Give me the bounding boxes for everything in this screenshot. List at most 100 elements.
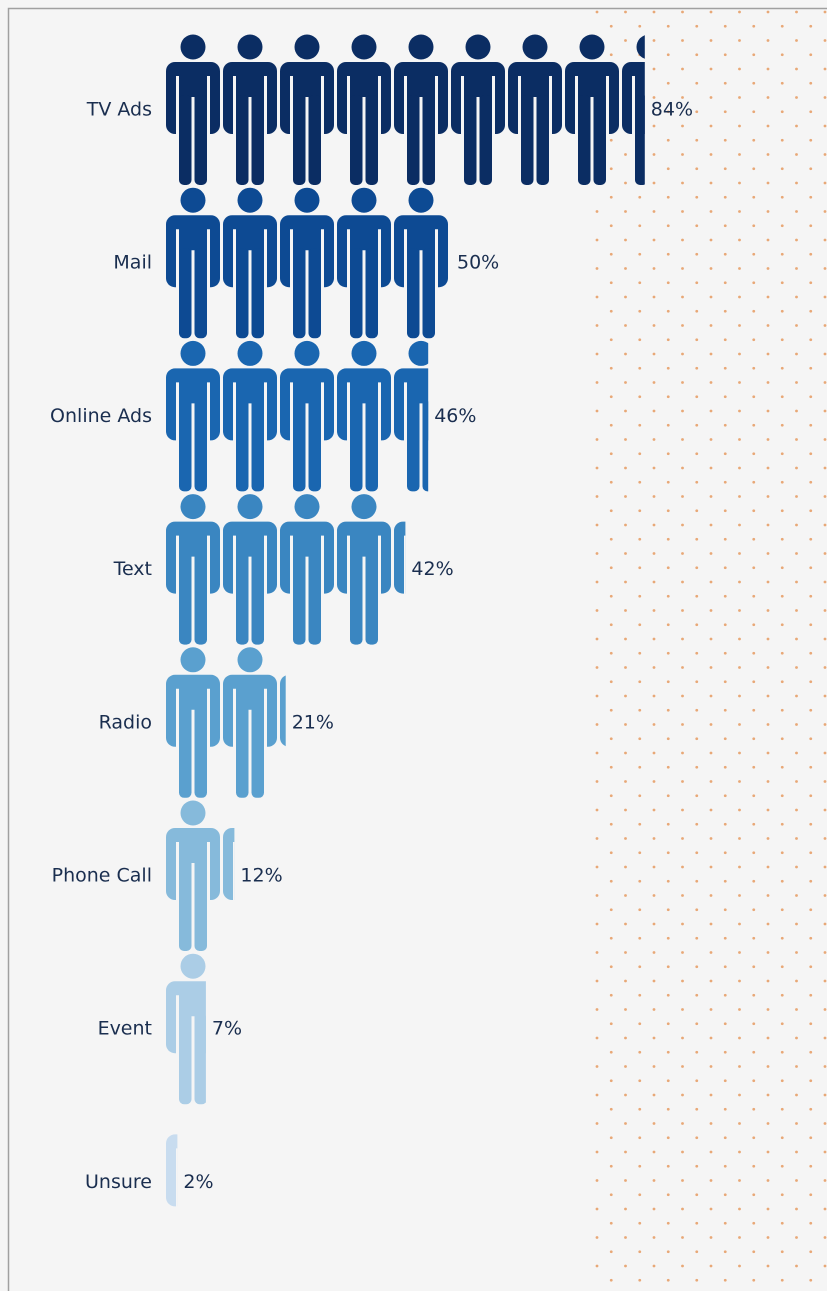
icon-leg	[236, 401, 249, 492]
icon-leg	[407, 401, 420, 492]
icon-leg	[407, 95, 420, 185]
icon-body	[280, 675, 286, 747]
icon-leg	[308, 248, 321, 339]
icon-leg	[350, 554, 363, 645]
icon-leg	[179, 861, 192, 951]
icon-leg	[293, 401, 306, 492]
icon-leg	[194, 95, 207, 185]
icon-leg	[236, 554, 249, 645]
icon-leg	[479, 95, 492, 185]
icon-leg	[464, 95, 477, 185]
icon-body	[166, 1134, 178, 1207]
icon-leg	[521, 95, 534, 185]
value-label: 2%	[183, 1171, 213, 1193]
value-label: 12%	[240, 865, 282, 887]
icon-leg	[179, 248, 192, 339]
icon-body	[394, 521, 406, 594]
icon-leg	[365, 95, 378, 185]
icon-head	[180, 340, 206, 366]
icon-leg	[251, 95, 264, 185]
icon-head	[579, 34, 605, 60]
icon-head	[408, 187, 434, 213]
icon-head	[180, 953, 206, 979]
icon-leg	[308, 554, 321, 645]
icon-leg	[179, 95, 192, 185]
icon-leg	[593, 95, 606, 185]
icon-head	[294, 34, 320, 60]
icon-leg	[578, 95, 591, 185]
icon-leg	[365, 554, 378, 645]
dot-pattern	[592, 8, 827, 1291]
frame	[7, 7, 827, 1291]
icon-head	[180, 494, 206, 520]
icon-leg	[194, 707, 207, 798]
value-label: 42%	[411, 558, 453, 580]
icon-leg	[236, 707, 249, 798]
category-label: Text	[113, 558, 152, 580]
category-label: Mail	[113, 252, 152, 274]
value-label: 46%	[434, 405, 476, 427]
icon-leg	[536, 95, 549, 185]
icon-leg	[365, 248, 378, 339]
icon-head	[351, 494, 377, 520]
icon-head	[465, 34, 491, 60]
icon-leg	[251, 554, 264, 645]
icon-leg	[179, 401, 192, 492]
icon-leg	[365, 401, 378, 492]
category-label: TV Ads	[86, 99, 152, 121]
pictogram-bar	[166, 34, 645, 185]
icon-leg	[422, 95, 435, 185]
icon-leg	[179, 707, 192, 798]
category-label: Online Ads	[50, 405, 152, 427]
icon-head	[237, 494, 263, 520]
pictogram-bar	[166, 494, 406, 645]
pictogram-bar	[166, 340, 429, 492]
icon-leg	[194, 401, 207, 492]
icon-head	[351, 34, 377, 60]
pictogram-bar	[166, 800, 235, 951]
pictogram-bar	[166, 647, 286, 798]
icon-leg	[236, 248, 249, 339]
icon-leg	[635, 95, 645, 185]
icon-head	[408, 340, 429, 366]
category-label: Event	[98, 1018, 152, 1040]
icon-head	[180, 800, 206, 826]
icon-head	[237, 34, 263, 60]
icon-leg	[251, 401, 264, 492]
icon-body	[223, 828, 235, 900]
icon-leg	[350, 95, 363, 185]
icon-head	[180, 187, 206, 213]
pictogram-bar	[166, 187, 448, 339]
icon-leg	[179, 554, 192, 645]
category-label: Radio	[99, 711, 152, 733]
icon-head	[351, 187, 377, 213]
icon-leg	[293, 95, 306, 185]
icon-head	[351, 340, 377, 366]
value-label: 84%	[651, 99, 693, 121]
icon-leg	[194, 248, 207, 339]
icon-head	[237, 187, 263, 213]
icon-leg	[350, 401, 363, 492]
icon-leg	[251, 248, 264, 339]
icon-leg	[293, 554, 306, 645]
value-label: 50%	[457, 252, 499, 274]
icon-leg	[308, 95, 321, 185]
icon-head	[408, 34, 434, 60]
category-label: Phone Call	[52, 865, 152, 887]
icon-head	[180, 34, 206, 60]
pictogram-bar	[166, 1134, 178, 1208]
rows: TV Ads 84% Mail 50% Online Ads 46% Text 42% Radi…	[50, 34, 693, 1208]
icon-head	[294, 187, 320, 213]
icon-leg	[350, 248, 363, 339]
category-label: Unsure	[85, 1171, 152, 1193]
icon-leg	[251, 707, 264, 798]
icon-head	[237, 647, 263, 673]
icon-head	[237, 340, 263, 366]
value-label: 7%	[212, 1018, 242, 1040]
icon-leg	[194, 554, 207, 645]
icon-leg	[179, 1014, 192, 1105]
icon-leg	[194, 861, 207, 951]
icon-leg	[236, 95, 249, 185]
icon-leg	[422, 248, 435, 339]
